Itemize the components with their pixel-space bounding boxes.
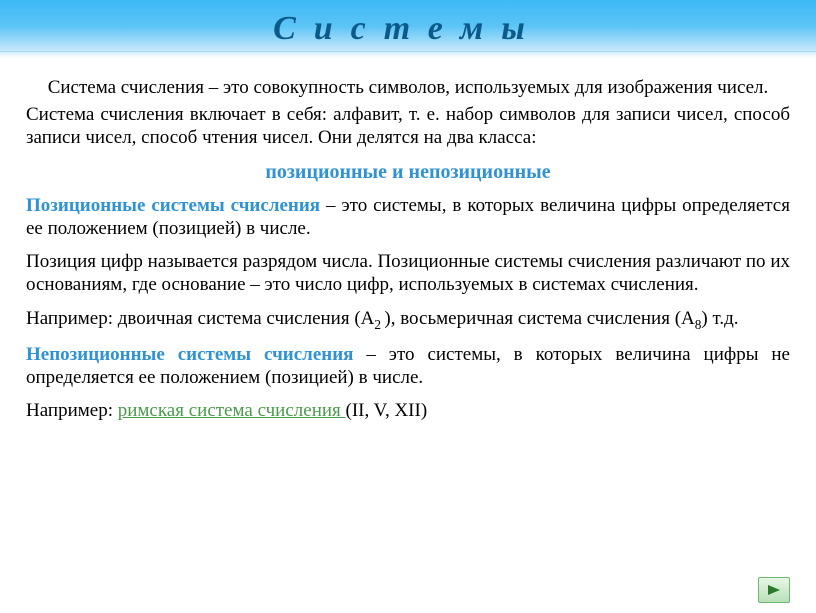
- positional-term: Позиционные системы счисления: [26, 195, 320, 216]
- intro-paragraph: Система счисления включает в себя: алфав…: [26, 103, 790, 149]
- nonpositional-definition: Непозиционные системы счисления – это си…: [26, 343, 790, 389]
- example2-text-b: (II, V, XII): [346, 400, 428, 421]
- example-text-c: ) т.д.: [701, 308, 738, 329]
- types-highlight: позиционные и непозиционные: [26, 160, 790, 184]
- example-text-b: ), восьмеричная система счисления (А: [384, 308, 694, 329]
- slide-header: Системы: [0, 0, 816, 58]
- nonpositional-example: Например: римская система счисления (II,…: [26, 399, 790, 422]
- definition-paragraph: Система счисления – это совокупность сим…: [26, 76, 790, 99]
- positional-example: Например: двоичная система счисления (А2…: [26, 307, 790, 333]
- nonpositional-term: Непозиционные системы счисления: [26, 344, 353, 365]
- slide-content: Система счисления – это совокупность сим…: [0, 58, 816, 422]
- example2-text-a: Например:: [26, 400, 118, 421]
- position-explain: Позиция цифр называется разрядом числа. …: [26, 250, 790, 296]
- next-slide-button[interactable]: [758, 577, 790, 603]
- next-arrow-icon: [766, 583, 782, 597]
- intro-text: Система счисления включает в себя: алфав…: [26, 104, 790, 148]
- roman-numerals-link[interactable]: римская система счисления: [118, 400, 346, 421]
- positional-definition: Позиционные системы счисления – это сист…: [26, 194, 790, 240]
- slide-title: Системы: [273, 10, 543, 48]
- example-text-a: Например: двоичная система счисления (А: [26, 308, 374, 329]
- subscript-2: 2: [374, 316, 384, 331]
